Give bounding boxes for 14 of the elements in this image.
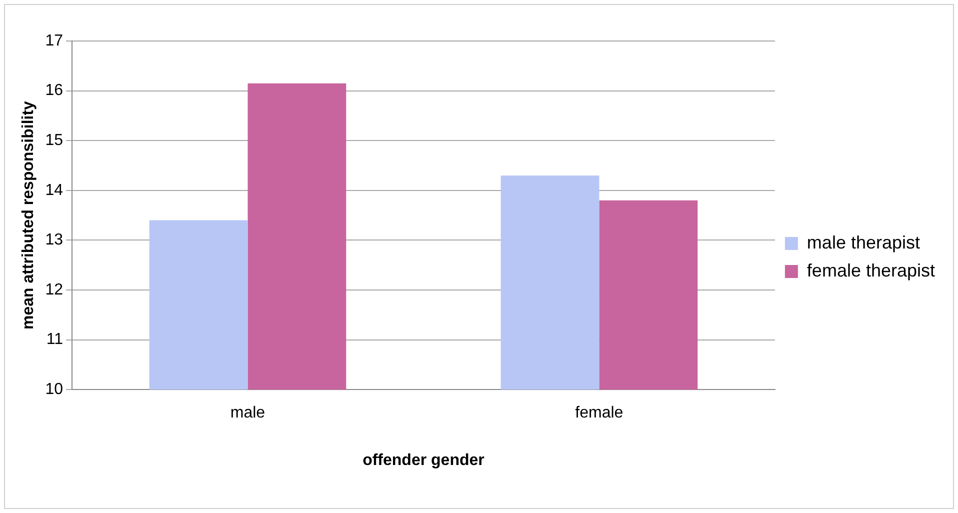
y-tick-label: 14 [45, 182, 64, 199]
y-tick-label: 12 [45, 281, 64, 298]
x-tick-label: female [575, 404, 624, 422]
y-tick-label: 15 [45, 132, 64, 150]
y-tick-label: 11 [46, 331, 64, 348]
y-tick-label: 13 [45, 232, 64, 249]
legend-label: male therapist [806, 232, 920, 252]
y-tick-label: 16 [45, 82, 64, 100]
y-axis-title: mean attributed responsibility [20, 100, 38, 330]
legend-label: female therapist [806, 260, 936, 280]
x-tick-label: male [230, 404, 266, 422]
x-axis-title: offender gender [362, 452, 484, 469]
y-tick-label: 17 [45, 32, 64, 50]
y-tick-label: 10 [45, 381, 64, 398]
